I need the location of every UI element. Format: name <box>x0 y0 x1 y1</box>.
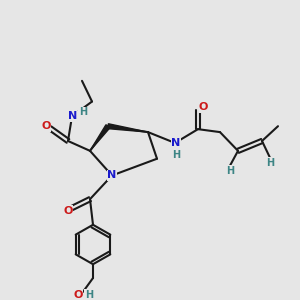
Polygon shape <box>108 124 148 132</box>
Text: H: H <box>79 107 87 117</box>
Text: N: N <box>171 138 181 148</box>
Text: H: H <box>172 150 180 160</box>
Text: O: O <box>41 121 51 131</box>
Text: O: O <box>73 290 83 300</box>
Text: N: N <box>68 111 78 121</box>
Text: H: H <box>226 166 234 176</box>
Polygon shape <box>90 125 110 151</box>
Text: O: O <box>63 206 73 216</box>
Text: O: O <box>198 103 208 112</box>
Text: H: H <box>85 290 93 300</box>
Text: H: H <box>266 158 274 168</box>
Text: N: N <box>107 170 117 181</box>
